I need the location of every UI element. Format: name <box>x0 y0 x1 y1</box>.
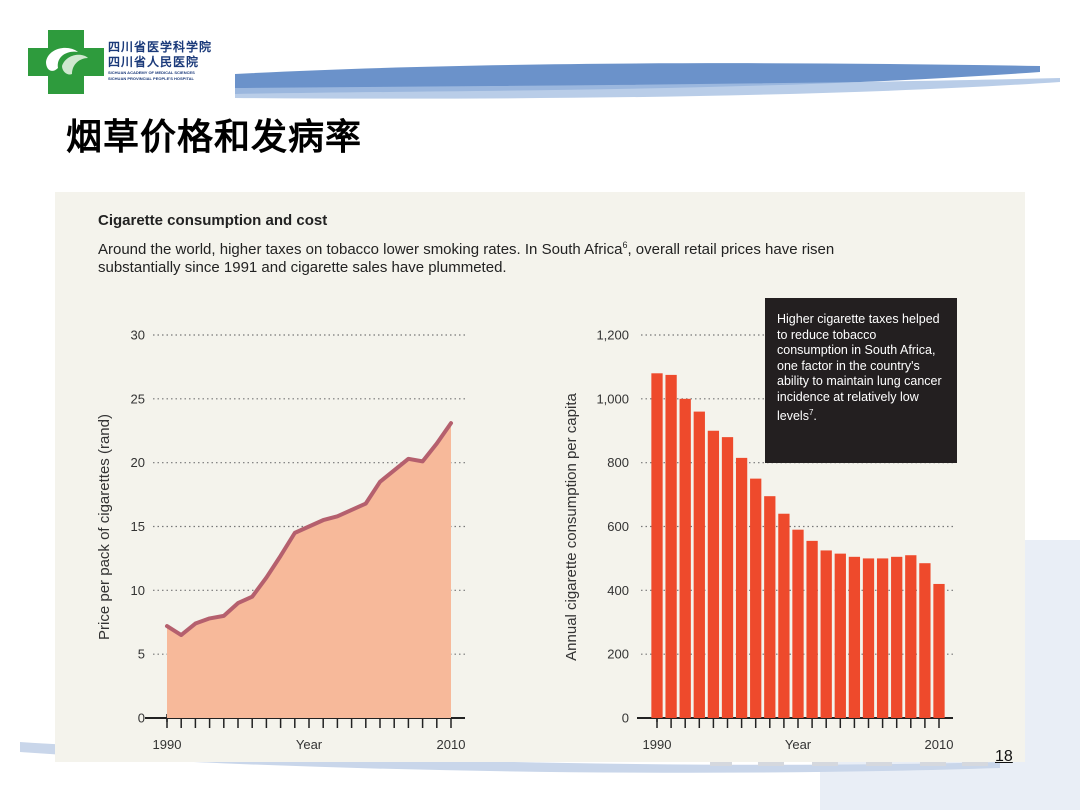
price-point <box>179 633 183 637</box>
price-point <box>307 524 311 529</box>
price-point <box>279 554 283 558</box>
figure-description-ref: 6 <box>622 240 628 250</box>
x-axis-label: Year <box>785 737 812 752</box>
y-axis-label: Annual cigarette consumption per capita <box>563 393 580 661</box>
x-tick-label: 2010 <box>925 737 954 752</box>
price-point <box>293 531 297 535</box>
page-number: 18 <box>995 748 1013 765</box>
callout-end: . <box>813 409 817 424</box>
consumption-bar <box>933 583 945 718</box>
consumption-bar <box>679 398 691 718</box>
consumption-bar <box>735 457 748 718</box>
consumption-bar <box>919 563 931 718</box>
x-tick-label: 1990 <box>643 737 672 752</box>
y-tick-label: 30 <box>131 328 145 343</box>
y-tick-label: 400 <box>607 583 629 598</box>
consumption-bar <box>891 556 903 718</box>
price-point <box>392 468 396 472</box>
price-point <box>264 575 268 580</box>
y-tick-label: 1,200 <box>596 328 629 343</box>
callout-box: Higher cigarette taxes helped to reduce … <box>765 298 957 463</box>
consumption-bar <box>721 437 734 718</box>
consumption-bar <box>820 550 832 718</box>
y-tick-label: 0 <box>138 711 145 726</box>
price-point <box>421 459 425 463</box>
price-point <box>193 621 197 626</box>
figure-description-text: Around the world, higher taxes on tobacc… <box>98 241 623 258</box>
price-point <box>378 480 382 484</box>
price-point <box>406 457 410 461</box>
price-point <box>222 614 226 618</box>
y-tick-label: 0 <box>622 711 629 726</box>
footer-swoosh <box>20 742 1000 773</box>
price-point <box>165 624 169 628</box>
figure-description-rest: , overall retail prices have risen subst… <box>98 241 835 276</box>
consumption-bar <box>848 556 861 718</box>
callout-ref: 7 <box>808 408 814 417</box>
y-tick-label: 25 <box>131 391 145 406</box>
figure-title: Cigarette consumption and cost <box>98 212 328 229</box>
price-point <box>208 616 212 621</box>
price-point <box>364 501 368 506</box>
y-tick-label: 20 <box>131 455 145 470</box>
price-chart: 0 5 10 15 20 25 30 1990 Year 2010 Price per pack o… <box>96 328 467 752</box>
consumption-bar <box>792 529 804 718</box>
consumption-bar <box>665 374 677 718</box>
hospital-logo <box>28 30 104 94</box>
price-point <box>335 514 339 518</box>
consumption-bar <box>862 558 875 718</box>
y-tick-label: 200 <box>607 647 629 662</box>
figure-panel: Cigarette consumption and cost Around th… <box>55 192 1025 762</box>
x-tick-label: 1990 <box>153 737 182 752</box>
callout-text: Higher cigarette taxes helped to reduce … <box>777 312 942 424</box>
y-tick-label: 600 <box>607 519 629 534</box>
figure-description: Around the world, higher taxes on tobacc… <box>98 236 898 277</box>
consumption-bar <box>834 553 846 718</box>
y-tick-label: 10 <box>131 583 145 598</box>
price-point <box>321 518 325 522</box>
y-axis-label: Price per pack of cigarettes (rand) <box>96 414 113 640</box>
consumption-bar <box>707 430 720 718</box>
consumption-chart: 0 200 400 600 800 1,000 1,200 1990 Year 2010 Annua… <box>563 328 955 752</box>
consumption-bar <box>693 411 705 718</box>
y-tick-label: 800 <box>607 455 629 470</box>
charts-canvas: 0 5 10 15 20 25 30 1990 Year 2010 Price per pack o… <box>96 328 955 752</box>
price-point <box>250 595 254 599</box>
consumption-bar <box>876 558 889 718</box>
y-tick-label: 5 <box>138 647 145 662</box>
price-point <box>449 421 453 425</box>
price-point <box>350 508 354 512</box>
price-area <box>167 423 451 718</box>
institution-name-en-2: SICHUAN PROVINCIAL PEOPLE'S HOSPITAL <box>108 76 194 81</box>
consumption-bar <box>778 513 790 718</box>
institution-name: 四川省医学科学院 四川省人民医院 SICHUAN ACADEMY OF MEDI… <box>108 40 238 82</box>
institution-name-cn-2: 四川省人民医院 <box>108 55 200 69</box>
consumption-bar <box>651 373 663 718</box>
institution-name-cn-1: 四川省医学科学院 <box>108 40 213 54</box>
price-point <box>236 601 240 605</box>
header-swoosh-light <box>235 78 1060 99</box>
page-title: 烟草价格和发病率 <box>66 117 363 158</box>
price-point <box>435 441 439 446</box>
consumption-bar <box>806 540 818 718</box>
institution-name-en-1: SICHUAN ACADEMY OF MEDICAL SCIENCES <box>108 70 195 75</box>
consumption-bar <box>750 478 762 718</box>
x-axis-label: Year <box>296 737 323 752</box>
y-tick-label: 1,000 <box>596 391 629 406</box>
consumption-bar <box>764 496 776 718</box>
header-swoosh <box>235 63 1040 94</box>
consumption-bar <box>905 555 917 718</box>
y-tick-label: 15 <box>131 519 145 534</box>
x-tick-label: 2010 <box>437 737 466 752</box>
